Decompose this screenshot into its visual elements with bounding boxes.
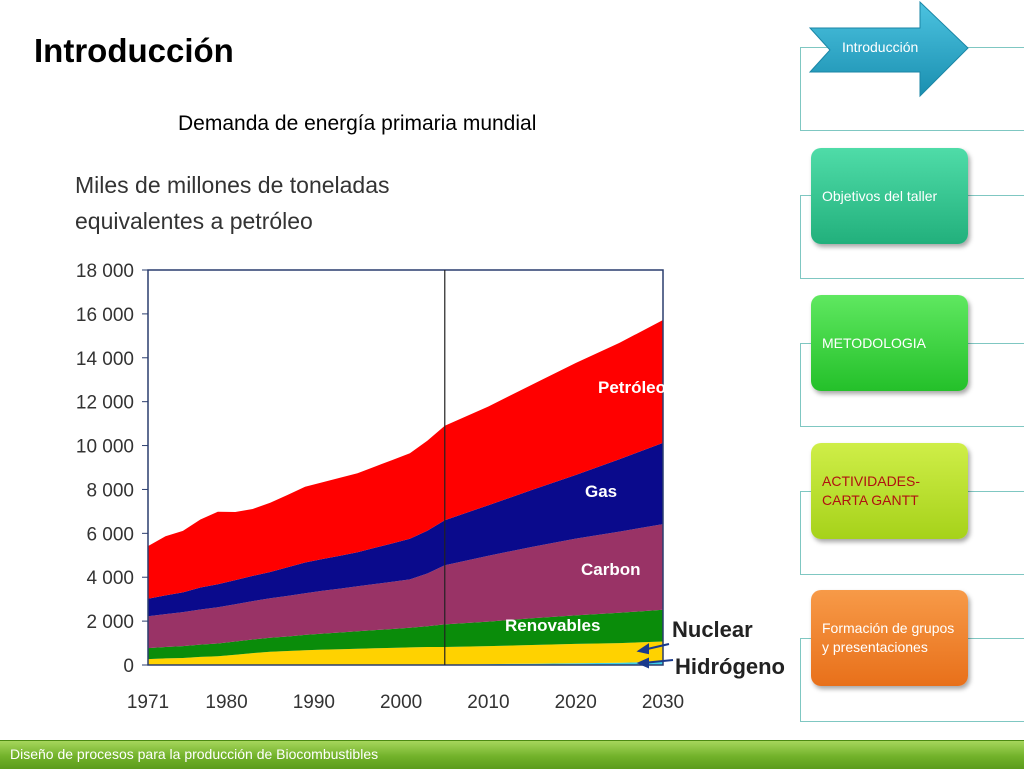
area-petróleo [148, 320, 663, 599]
label-renovables: Renovables [505, 616, 600, 635]
x-tick-label: 1971 [127, 692, 169, 713]
nav-label-actividades: ACTIVIDADES- CARTA GANTT [822, 473, 921, 508]
x-tick-label: 1980 [205, 692, 247, 713]
area-gas [148, 442, 663, 617]
x-tick-label: 2020 [555, 692, 597, 713]
y-tick-label: 0 [123, 656, 134, 677]
nav-item-objetivos[interactable]: Objetivos del taller [811, 148, 968, 244]
nav-label-objetivos: Objetivos del taller [822, 187, 938, 204]
pointer-arrows [636, 643, 674, 669]
energy-demand-chart: Miles de millones de toneladas equivalen… [75, 172, 785, 713]
y-tick-label: 12 000 [76, 393, 134, 414]
y-tick-label: 6 000 [86, 524, 134, 545]
nuclear-arrowhead [636, 643, 649, 655]
nav-item-introduccion[interactable] [808, 0, 978, 100]
label-nuclear: Nuclear [672, 617, 753, 642]
label-petroleo: Petróleo [598, 378, 666, 397]
hidrogeno-arrowhead [636, 657, 649, 669]
nav-label-introduccion: Introducción [842, 39, 919, 55]
nav-item-formacion[interactable]: Formación de grupos y presentaciones [811, 590, 968, 686]
area-nuclear [148, 641, 663, 665]
y-tick-label: 10 000 [76, 437, 134, 458]
area-carbon [148, 524, 663, 649]
nav-item-metodologia[interactable]: METODOLOGIA [811, 295, 968, 391]
footer-bar: Diseño de procesos para la producción de… [0, 740, 1024, 769]
y-tick-label: 16 000 [76, 305, 134, 326]
nav-label-formacion: Formación de grupos y presentaciones [822, 620, 955, 655]
y-tick-label: 2 000 [86, 612, 134, 633]
y-tick-label: 18 000 [76, 261, 134, 282]
y-tick-label: 14 000 [76, 349, 134, 370]
y-tick-label: 4 000 [86, 568, 134, 589]
plot-frame [147, 269, 664, 666]
label-hidrogeno: Hidrógeno [675, 654, 785, 679]
footer-text: Diseño de procesos para la producción de… [10, 746, 379, 762]
area-renovables [148, 609, 663, 660]
x-tick-label: 2000 [380, 692, 422, 713]
page-title: Introducción [34, 32, 234, 69]
x-axis: 1971 1980 1990 2000 2010 2020 2030 [127, 692, 684, 713]
nav-item-actividades[interactable]: ACTIVIDADES- CARTA GANTT [811, 443, 968, 539]
arrow-shape [808, 0, 969, 98]
y-tick-label: 8 000 [86, 480, 134, 501]
label-gas: Gas [585, 482, 617, 501]
chart-subtitle: Demanda de energía primaria mundial [178, 112, 537, 135]
y-axis: 0 2 000 4 000 6 000 8 000 10 000 12 000 14 000 1… [76, 261, 148, 677]
x-tick-label: 2010 [467, 692, 509, 713]
chart-title-line-1: Miles de millones de toneladas [75, 172, 390, 198]
chart-title-line-2: equivalentes a petróleo [75, 208, 313, 234]
chart-areas [148, 320, 663, 665]
label-carbon: Carbon [581, 560, 641, 579]
x-tick-label: 2030 [642, 692, 684, 713]
area-hidrógeno [148, 661, 663, 665]
nav-label-metodologia: METODOLOGIA [822, 334, 926, 351]
x-tick-label: 1990 [293, 692, 335, 713]
